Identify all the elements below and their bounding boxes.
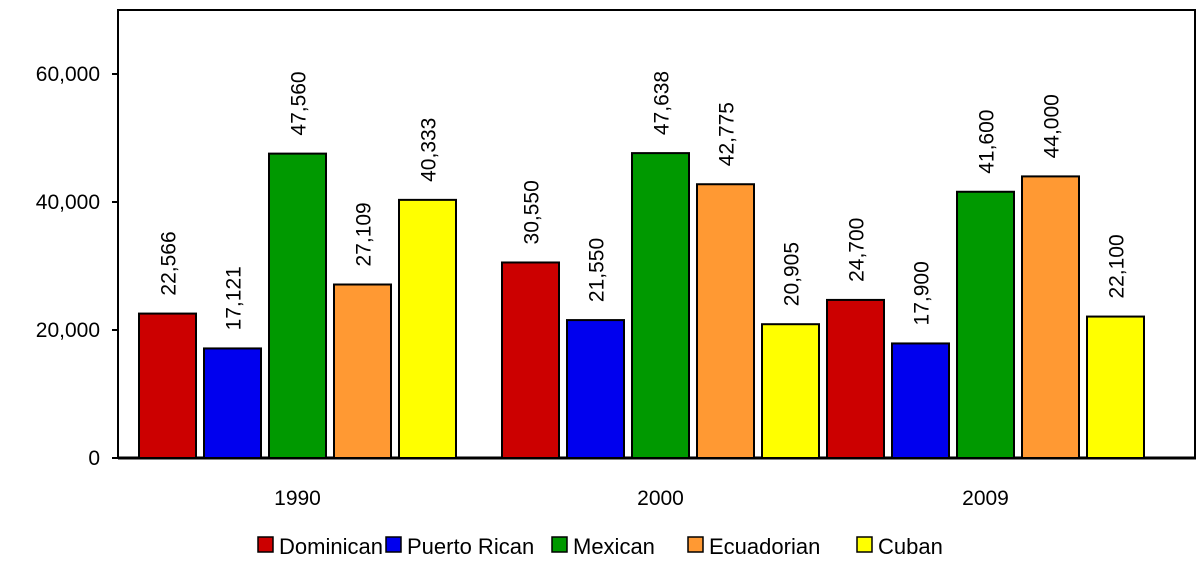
y-tick-label: 20,000 bbox=[36, 319, 100, 342]
bar-mexican-2000 bbox=[631, 152, 690, 460]
bar-cuban-2000 bbox=[761, 323, 820, 460]
x-axis: 1990 2000 2009 bbox=[118, 456, 1196, 510]
bar-ecuadorian-2009 bbox=[1021, 175, 1080, 459]
legend-item-cuban: Cuban bbox=[856, 534, 943, 559]
bar-ecuadorian-1990 bbox=[333, 283, 392, 460]
legend-item-puerto-rican: Puerto Rican bbox=[385, 534, 534, 559]
bar-mexican-2009 bbox=[956, 190, 1015, 459]
data-label: 44,000 bbox=[1041, 94, 1064, 158]
data-label: 41,600 bbox=[976, 110, 999, 174]
data-label: 20,905 bbox=[781, 242, 804, 306]
legend-label: Ecuadorian bbox=[709, 534, 820, 559]
data-label: 42,775 bbox=[716, 102, 739, 166]
legend: Dominican Puerto Rican Mexican Ecuadorian Cu… bbox=[257, 534, 943, 559]
data-label: 21,550 bbox=[586, 238, 609, 302]
plot-frame bbox=[117, 9, 1196, 458]
legend-swatch bbox=[551, 536, 568, 553]
y-tick-label: 60,000 bbox=[36, 63, 100, 86]
bar-dominican-2000 bbox=[501, 261, 560, 460]
bar-puerto-rican-2000 bbox=[566, 319, 625, 459]
bar-dominican-1990 bbox=[138, 312, 197, 459]
legend-label: Cuban bbox=[878, 534, 943, 559]
data-label: 27,109 bbox=[353, 202, 376, 266]
data-label: 30,550 bbox=[521, 180, 544, 244]
legend-item-ecuadorian: Ecuadorian bbox=[687, 534, 820, 559]
data-label: 24,700 bbox=[846, 218, 869, 282]
data-label: 17,900 bbox=[911, 261, 934, 325]
data-labels: 22,566 17,121 47,560 27,109 40,333 30,550 21,5… bbox=[158, 71, 1129, 331]
legend-label: Dominican bbox=[279, 534, 383, 559]
y-tick-label: 40,000 bbox=[36, 191, 100, 214]
bars bbox=[138, 152, 1145, 460]
bar-puerto-rican-2009 bbox=[891, 342, 950, 459]
bar-dominican-2009 bbox=[826, 298, 885, 460]
data-label: 47,638 bbox=[651, 71, 674, 135]
bar-mexican-1990 bbox=[268, 152, 327, 459]
bar-cuban-2009 bbox=[1086, 315, 1145, 459]
legend-swatch bbox=[856, 536, 873, 553]
legend-label: Mexican bbox=[573, 534, 655, 559]
y-axis: 0 20,000 40,000 60,000 bbox=[36, 63, 118, 470]
bar-ecuadorian-2000 bbox=[696, 183, 755, 460]
legend-swatch bbox=[385, 536, 402, 553]
data-label: 40,333 bbox=[418, 118, 441, 182]
legend-label: Puerto Rican bbox=[407, 534, 534, 559]
data-label: 47,560 bbox=[288, 71, 311, 135]
legend-swatch bbox=[257, 536, 274, 553]
y-tick-label: 0 bbox=[88, 447, 100, 470]
x-tick-label: 1990 bbox=[274, 487, 321, 510]
data-label: 17,121 bbox=[223, 266, 246, 330]
plot-area bbox=[117, 9, 1196, 458]
legend-swatch bbox=[687, 536, 704, 553]
data-label: 22,566 bbox=[158, 231, 181, 295]
x-tick-label: 2000 bbox=[637, 487, 684, 510]
bar-cuban-1990 bbox=[398, 198, 457, 459]
legend-item-mexican: Mexican bbox=[551, 534, 655, 559]
x-tick-label: 2009 bbox=[962, 487, 1009, 510]
bar-puerto-rican-1990 bbox=[203, 347, 262, 459]
legend-item-dominican: Dominican bbox=[257, 534, 383, 559]
data-label: 22,100 bbox=[1106, 234, 1129, 298]
